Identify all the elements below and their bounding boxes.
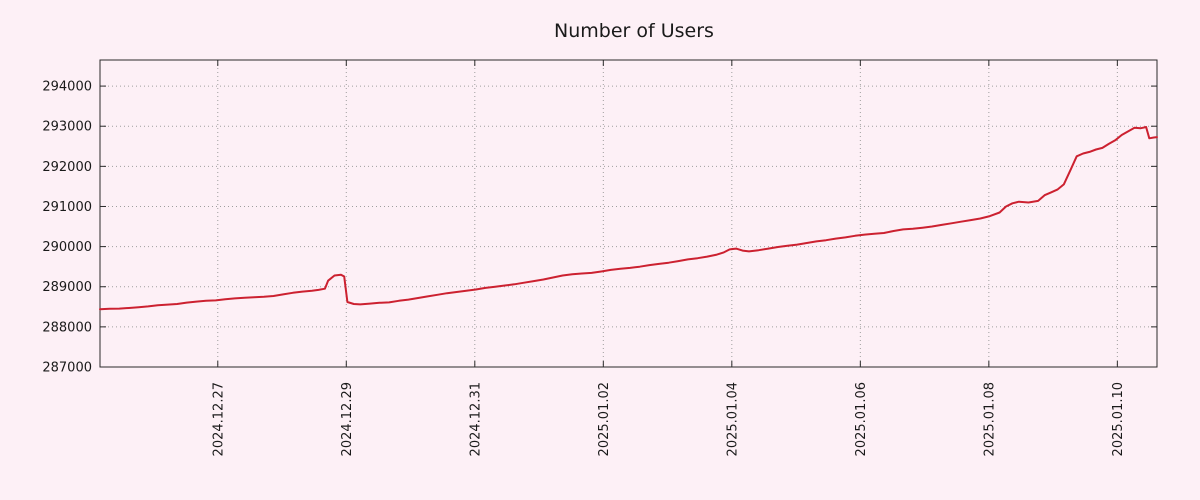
tick-marks (100, 60, 1157, 368)
x-tick-label: 2025.01.06 (854, 382, 869, 456)
y-tick-label: 289000 (42, 280, 92, 295)
y-tick-label: 291000 (42, 200, 92, 215)
x-tick-label: 2025.01.04 (725, 382, 740, 456)
x-tick-label: 2025.01.02 (597, 382, 612, 456)
chart-title: Number of Users (554, 20, 714, 42)
y-tick-label: 288000 (42, 320, 92, 335)
y-tick-label: 287000 (42, 361, 92, 376)
y-tick-label: 294000 (42, 80, 92, 95)
plot-area: 287000 288000 289000 290000 291000 292000 2930… (42, 59, 1158, 456)
y-tick-labels: 287000 288000 289000 290000 291000 292000 2930… (42, 80, 92, 376)
y-tick-label: 293000 (42, 120, 92, 135)
y-tick-label: 290000 (42, 240, 92, 255)
x-tick-label: 2024.12.31 (468, 382, 483, 456)
gridlines (100, 60, 1157, 368)
x-tick-labels: 2024.12.27 2024.12.29 2024.12.31 2025.01.02… (211, 382, 1126, 456)
user-count-line (99, 126, 1158, 311)
plot-border (99, 59, 1158, 368)
y-tick-label: 292000 (42, 160, 92, 175)
x-tick-label: 2024.12.29 (340, 382, 355, 456)
x-tick-label: 2024.12.27 (211, 382, 226, 456)
x-tick-label: 2025.01.10 (1111, 382, 1126, 456)
x-tick-label: 2025.01.08 (982, 382, 997, 456)
